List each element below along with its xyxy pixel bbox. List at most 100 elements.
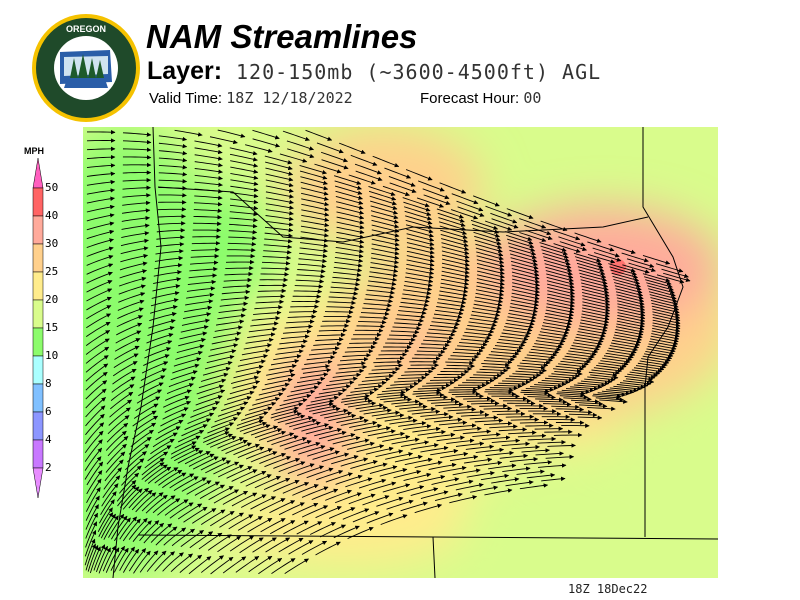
streamline-segment (164, 499, 189, 516)
streamline-segment (299, 252, 328, 259)
streamline-segment (483, 406, 513, 411)
streamline-segment (293, 289, 323, 294)
streamline-segment (509, 309, 538, 317)
streamline-segment (617, 306, 646, 315)
streamline-segment (609, 345, 638, 352)
streamline-segment (287, 389, 316, 397)
streamline-segment (512, 282, 540, 291)
streamline-segment (308, 404, 337, 412)
streamline-segment (176, 344, 205, 354)
streamline-segment (325, 309, 354, 315)
streamline-segment (403, 201, 431, 212)
streamline-segment (121, 465, 142, 486)
streamline-segment (626, 258, 655, 268)
svg-text:OREGON: OREGON (66, 24, 106, 34)
streamline-segment (370, 266, 399, 274)
streamline-segment (494, 345, 524, 351)
streamline-segment (248, 401, 277, 411)
streamline-segment (217, 129, 246, 138)
streamline-segment (157, 214, 186, 219)
streamline-segment (576, 333, 605, 341)
streamline-segment (369, 195, 397, 206)
streamline-segment (120, 238, 149, 247)
streamline-segment (251, 315, 281, 321)
streamline-segment (261, 382, 290, 391)
streamline-segment (467, 324, 496, 331)
streamline-segment (114, 345, 140, 360)
streamline-segment (437, 302, 466, 309)
streamline-segment (145, 340, 173, 351)
streamline-segment (229, 385, 258, 395)
streamline-segment (539, 242, 567, 252)
streamline-segment (506, 319, 535, 326)
streamline-segment (158, 142, 188, 149)
streamline-segment (130, 429, 154, 448)
streamline-segment (334, 256, 364, 263)
streamline-segment (126, 443, 150, 463)
streamline-segment (399, 404, 428, 410)
streamline-segment (476, 274, 505, 283)
streamline-segment (423, 194, 451, 205)
streamline-segment (121, 223, 150, 230)
streamline-segment (447, 407, 477, 412)
streamline-segment (511, 264, 539, 274)
streamline-segment (247, 332, 276, 339)
streamline-segment (559, 394, 589, 400)
streamline-segment (377, 390, 406, 396)
streamline-segment (216, 319, 245, 326)
streamline-segment (265, 167, 294, 176)
streamline-segment (402, 197, 430, 208)
streamline-segment (616, 297, 645, 306)
streamline-segment (190, 260, 219, 265)
streamline-segment (330, 286, 360, 292)
streamline-segment (615, 326, 644, 334)
streamline-segment (228, 235, 257, 241)
streamline-segment (121, 215, 150, 222)
streamline-segment (504, 326, 533, 333)
streamline-segment (427, 397, 456, 402)
streamline-segment (230, 166, 259, 174)
streamline-segment (110, 545, 125, 571)
streamline-segment (224, 396, 252, 406)
streamline-segment (568, 350, 597, 357)
streamline-segment (174, 129, 203, 137)
streamline-segment (119, 276, 147, 287)
legend-tick: 50 (45, 181, 59, 194)
streamline-segment (264, 155, 293, 165)
legend-tick: 25 (45, 265, 59, 278)
streamline-segment (86, 263, 114, 275)
streamline-segment (416, 197, 444, 208)
streamline-segment (328, 413, 357, 422)
streamline-segment (540, 328, 570, 335)
streamline-segment (193, 221, 222, 227)
streamline-segment (405, 169, 433, 181)
streamline-segment (624, 375, 653, 382)
streamline-segment (108, 513, 125, 538)
streamline-segment (436, 208, 464, 219)
streamline-segment (86, 296, 112, 311)
streamline-segment (301, 220, 330, 228)
streamline-segment (119, 486, 140, 508)
streamline-segment (306, 399, 335, 407)
forecast-hour-value: 00 (523, 89, 542, 107)
streamline-segment (231, 375, 259, 384)
streamline-segment (383, 397, 412, 403)
streamline-segment (395, 401, 424, 407)
streamline-segment (138, 382, 164, 397)
streamline-segment (406, 237, 435, 247)
streamline-segment (582, 304, 611, 313)
streamline-segment (479, 403, 508, 409)
streamline-segment (419, 395, 448, 400)
streamline-segment (262, 255, 292, 261)
streamline-segment (84, 447, 103, 471)
streamline-segment (420, 412, 449, 417)
streamline-segment (387, 337, 416, 342)
streamline-segment (200, 457, 227, 471)
streamline-segment (86, 171, 116, 177)
streamline-segment (441, 242, 469, 252)
streamline-segment (545, 309, 574, 317)
streamline-segment (104, 459, 124, 482)
streamline-segment (371, 248, 400, 256)
streamline-segment (85, 413, 105, 436)
streamline-segment (150, 298, 179, 307)
